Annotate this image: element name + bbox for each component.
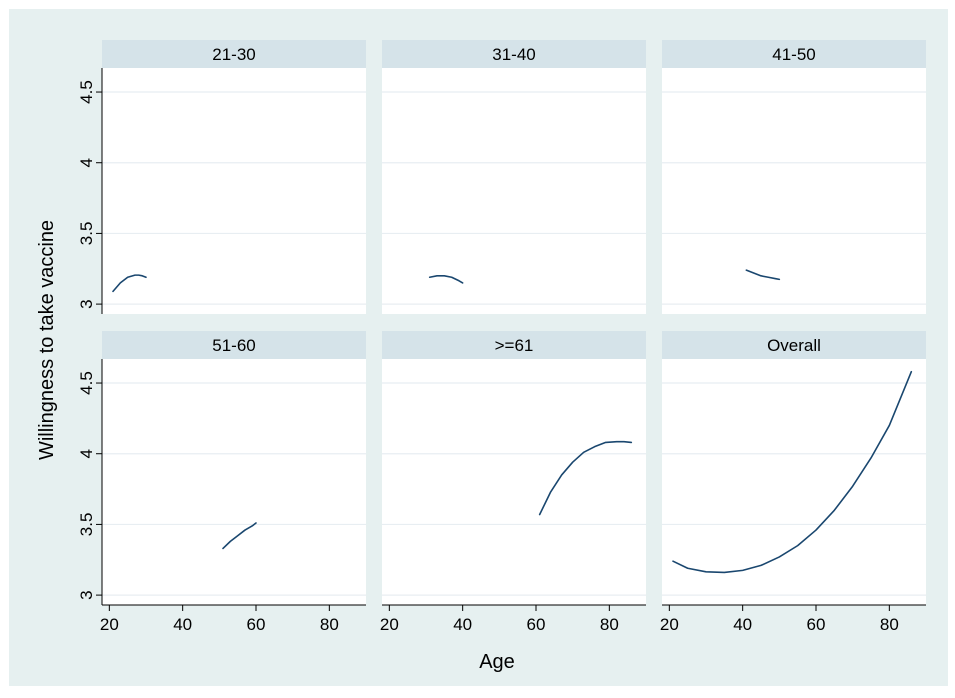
y-tick-label: 3.5 [77,222,96,246]
series-line [112,274,147,293]
y-tick-label: 4 [77,158,96,167]
panel-3: 41-50 [662,40,926,314]
panel-title: >=61 [495,336,534,355]
panel-strip [662,331,926,359]
panel-strip [102,40,366,68]
y-tick-label: 3.5 [77,513,96,537]
y-axis-title: Willingness to take vaccine [36,220,58,460]
panel-strip [382,40,646,68]
x-tick-label: 40 [173,615,192,634]
plot-area [662,359,926,605]
plot-area [102,359,366,605]
x-tick-label: 40 [453,615,472,634]
plot-area [662,68,926,314]
x-tick-label: 20 [660,615,679,634]
plot-area [102,68,366,314]
x-tick-label: 20 [100,615,119,634]
panel-title: 41-50 [772,45,815,64]
plot-area [382,68,646,314]
x-axis-title: Age [479,651,515,673]
y-tick-label: 3 [77,299,96,308]
x-tick-label: 80 [320,615,339,634]
x-tick-label: 60 [807,615,826,634]
y-tick-label: 3 [77,590,96,599]
panel-title: 31-40 [492,45,535,64]
panel-6: Overall 20 40 60 80 [660,331,926,634]
x-tick-label: 80 [600,615,619,634]
series-line [745,269,781,281]
series-line [222,522,257,550]
panel-5: >=61 20 40 60 80 [380,331,646,634]
panel-strip [662,40,926,68]
panel-title: Overall [767,336,821,355]
panel-4: 51-60 3 3.5 4 4.5 20 40 60 80 [77,331,366,634]
plot-area [382,359,646,605]
series-line [428,275,464,284]
panel-title: 51-60 [212,336,255,355]
series-line [672,370,913,574]
y-tick-label: 4 [77,449,96,458]
x-tick-label: 20 [380,615,399,634]
panel-1: 21-30 3 3.5 4 4.5 [77,40,366,314]
y-tick-label: 4.5 [77,371,96,395]
panel-strip [382,331,646,359]
series-line [538,440,633,516]
x-tick-label: 40 [733,615,752,634]
panel-title: 21-30 [212,45,255,64]
x-tick-label: 60 [247,615,266,634]
x-tick-label: 80 [880,615,899,634]
y-tick-label: 4.5 [77,80,96,104]
panel-strip [102,331,366,359]
x-tick-label: 60 [527,615,546,634]
panel-2: 31-40 [382,40,646,314]
